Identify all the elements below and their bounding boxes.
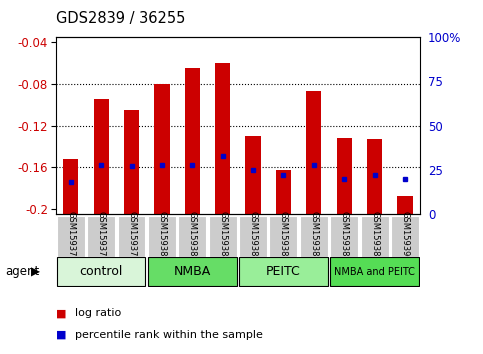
Text: GSM159383: GSM159383 [188, 211, 197, 262]
Text: GSM159378: GSM159378 [127, 211, 136, 262]
Bar [209, 216, 237, 257]
Bar [148, 257, 237, 286]
Bar [391, 216, 419, 257]
Text: GSM159384: GSM159384 [218, 211, 227, 262]
Bar [330, 257, 419, 286]
Bar [270, 216, 298, 257]
Text: agent: agent [5, 265, 39, 278]
Bar [330, 216, 358, 257]
Bar [215, 63, 230, 214]
Text: GSM159377: GSM159377 [97, 211, 106, 262]
Bar [63, 159, 78, 214]
Bar [239, 216, 267, 257]
Bar [124, 110, 139, 214]
Text: PEITC: PEITC [266, 265, 301, 278]
Text: GDS2839 / 36255: GDS2839 / 36255 [56, 11, 185, 25]
Text: GSM159389: GSM159389 [370, 211, 379, 262]
Bar [117, 216, 145, 257]
Text: GSM159376: GSM159376 [66, 211, 75, 262]
Bar [245, 136, 261, 214]
Bar [239, 257, 328, 286]
Text: percentile rank within the sample: percentile rank within the sample [75, 330, 263, 339]
Bar [300, 216, 328, 257]
Bar [87, 216, 115, 257]
Text: ■: ■ [56, 308, 66, 318]
Text: GSM159388: GSM159388 [340, 211, 349, 262]
Bar [57, 257, 145, 286]
Text: GSM159390: GSM159390 [400, 211, 410, 262]
Bar [185, 68, 200, 214]
Bar [148, 216, 176, 257]
Text: GSM159386: GSM159386 [279, 211, 288, 262]
Text: GSM159381: GSM159381 [157, 211, 167, 262]
Bar [398, 196, 412, 214]
Text: control: control [79, 265, 123, 278]
Text: GSM159387: GSM159387 [309, 211, 318, 262]
Bar [94, 99, 109, 214]
Bar [367, 139, 382, 214]
Bar [154, 84, 170, 214]
Bar [57, 216, 85, 257]
Text: log ratio: log ratio [75, 308, 121, 318]
Bar [306, 91, 322, 214]
Bar [361, 216, 389, 257]
Bar [337, 138, 352, 214]
Text: NMBA and PEITC: NMBA and PEITC [334, 267, 415, 277]
Bar [178, 216, 206, 257]
Bar [276, 170, 291, 214]
Text: ■: ■ [56, 330, 66, 339]
Text: ▶: ▶ [31, 265, 41, 278]
Text: GSM159385: GSM159385 [249, 211, 257, 262]
Text: NMBA: NMBA [174, 265, 211, 278]
